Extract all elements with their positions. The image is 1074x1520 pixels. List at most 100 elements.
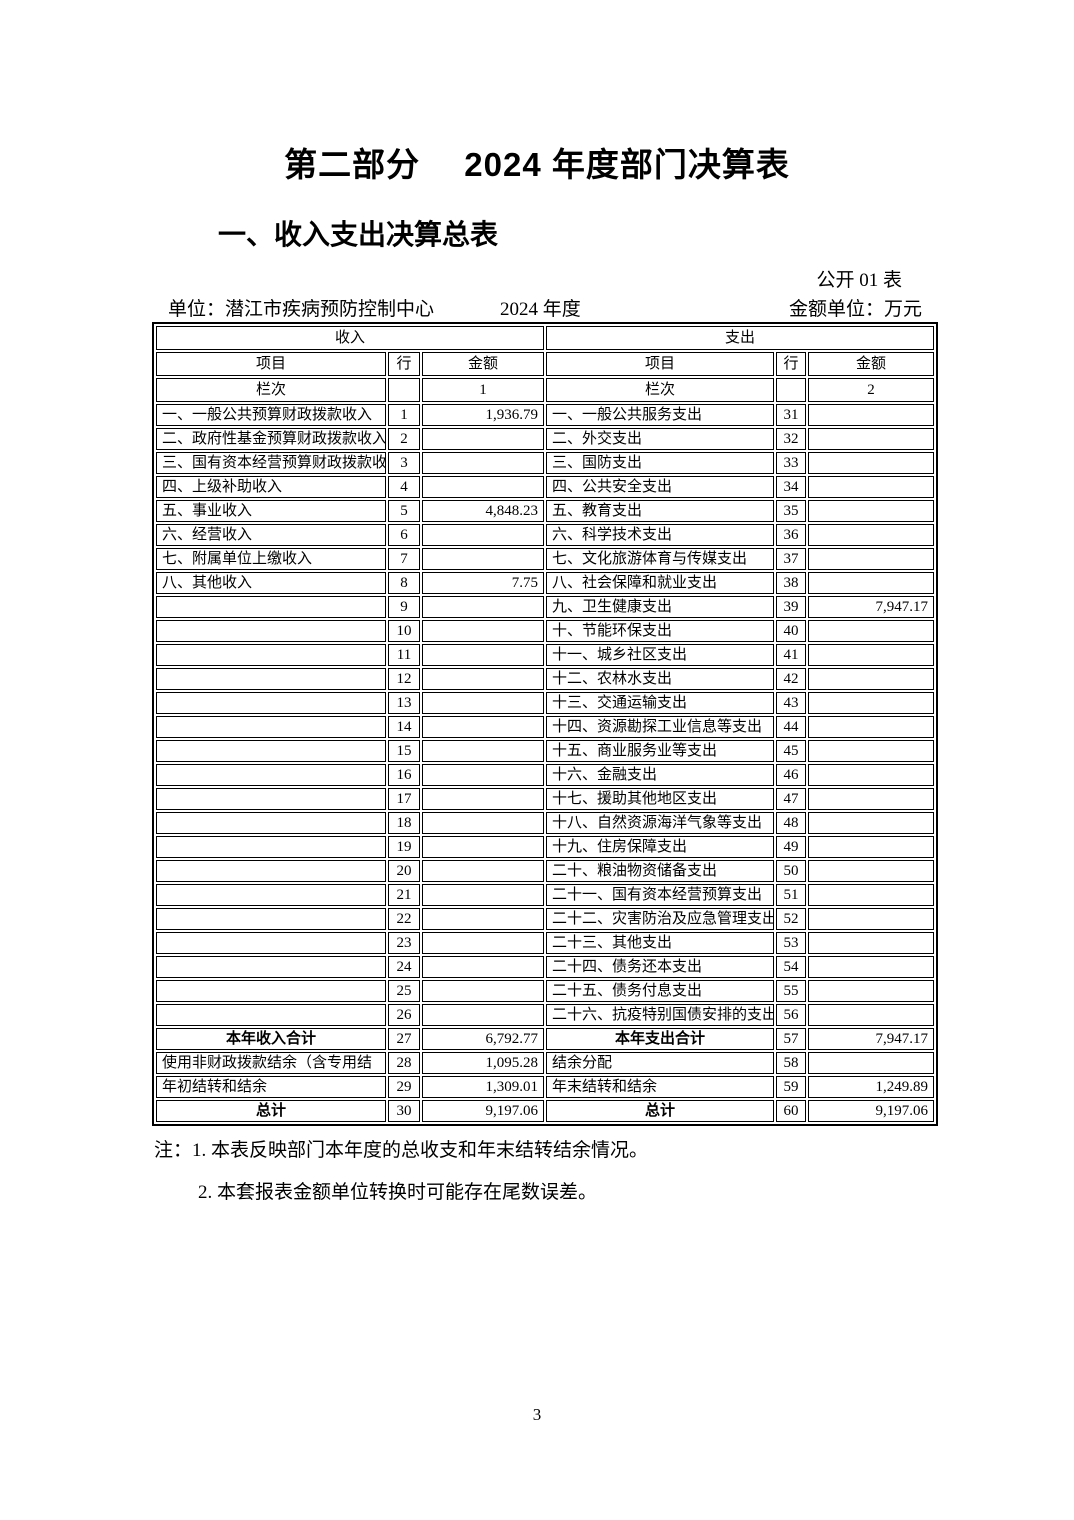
income-item-cell xyxy=(156,836,386,858)
income-line-cell: 4 xyxy=(388,476,420,498)
income-item-cell: 本年收入合计 xyxy=(156,1028,386,1050)
expense-line-cell: 52 xyxy=(776,908,806,930)
income-amount-cell xyxy=(422,860,544,882)
income-item-cell: 五、事业收入 xyxy=(156,500,386,522)
income-line-cell: 11 xyxy=(388,644,420,666)
expense-amount-cell xyxy=(808,692,934,714)
income-line-cell: 28 xyxy=(388,1052,420,1074)
table-row: 16 十六、金融支出 46 xyxy=(156,764,934,786)
income-lanci-label: 栏次 xyxy=(156,378,386,402)
income-item-cell xyxy=(156,956,386,978)
expense-line-cell: 40 xyxy=(776,620,806,642)
income-amount-cell: 7.75 xyxy=(422,572,544,594)
expense-line-cell: 59 xyxy=(776,1076,806,1098)
table-row: 15 十五、商业服务业等支出 45 xyxy=(156,740,934,762)
table-row: 总计 30 9,197.06 总计 60 9,197.06 xyxy=(156,1100,934,1122)
expense-amount-cell xyxy=(808,908,934,930)
expense-lanci-label: 栏次 xyxy=(546,378,774,402)
income-amount-cell xyxy=(422,764,544,786)
table-row: 一、一般公共预算财政拨款收入 1 1,936.79 一、一般公共服务支出 31 xyxy=(156,404,934,426)
income-line-cell: 23 xyxy=(388,932,420,954)
income-amount-cell: 1,309.01 xyxy=(422,1076,544,1098)
income-amount-cell xyxy=(422,932,544,954)
income-amount-cell: 4,848.23 xyxy=(422,500,544,522)
income-column-number: 1 xyxy=(422,378,544,402)
income-amount-cell xyxy=(422,524,544,546)
expense-line-cell: 60 xyxy=(776,1100,806,1122)
income-expense-table: 收入 支出 项目 行 金额 项目 行 金额 栏次 1 栏次 2 xyxy=(152,322,938,1126)
income-item-cell: 六、经营收入 xyxy=(156,524,386,546)
expense-line-cell: 45 xyxy=(776,740,806,762)
table-row: 25 二十五、债务付息支出 55 xyxy=(156,980,934,1002)
income-amount-cell xyxy=(422,668,544,690)
expense-line-cell: 51 xyxy=(776,884,806,906)
expense-item-cell: 十、节能环保支出 xyxy=(546,620,774,642)
income-item-cell xyxy=(156,644,386,666)
income-line-header: 行 xyxy=(388,352,420,376)
table-row: 七、附属单位上缴收入 7 七、文化旅游体育与传媒支出 37 xyxy=(156,548,934,570)
income-item-cell: 八、其他收入 xyxy=(156,572,386,594)
income-line-cell: 2 xyxy=(388,428,420,450)
expense-item-cell: 年末结转和结余 xyxy=(546,1076,774,1098)
expense-amount-cell xyxy=(808,668,934,690)
expense-amount-cell xyxy=(808,956,934,978)
income-item-header: 项目 xyxy=(156,352,386,376)
expense-amount-cell xyxy=(808,644,934,666)
expense-line-header: 行 xyxy=(776,352,806,376)
income-line-cell: 10 xyxy=(388,620,420,642)
income-amount-cell xyxy=(422,740,544,762)
expense-item-cell: 十一、城乡社区支出 xyxy=(546,644,774,666)
expense-item-cell: 本年支出合计 xyxy=(546,1028,774,1050)
expense-line-cell: 50 xyxy=(776,860,806,882)
expense-amount-cell: 7,947.17 xyxy=(808,1028,934,1050)
expense-item-cell: 一、一般公共服务支出 xyxy=(546,404,774,426)
table-notes: 注：1. 本表反映部门本年度的总收支和年末结转结余情况。 2. 本套报表金额单位… xyxy=(152,1135,922,1204)
expense-amount-cell xyxy=(808,716,934,738)
expense-item-header: 项目 xyxy=(546,352,774,376)
expense-item-cell: 七、文化旅游体育与传媒支出 xyxy=(546,548,774,570)
page-title: 第二部分 2024 年度部门决算表 xyxy=(284,146,790,183)
table-row: 四、上级补助收入 4 四、公共安全支出 34 xyxy=(156,476,934,498)
fiscal-period: 2024 年度 xyxy=(500,299,581,320)
income-line-cell: 25 xyxy=(388,980,420,1002)
expense-section-header: 支出 xyxy=(546,326,934,350)
expense-amount-cell xyxy=(808,884,934,906)
expense-item-cell: 二十、粮油物资储备支出 xyxy=(546,860,774,882)
table-row: 26 二十六、抗疫特别国债安排的支出 56 xyxy=(156,1004,934,1026)
table-row: 24 二十四、债务还本支出 54 xyxy=(156,956,934,978)
income-amount-cell xyxy=(422,812,544,834)
table-row: 20 二十、粮油物资储备支出 50 xyxy=(156,860,934,882)
expense-amount-cell xyxy=(808,860,934,882)
income-amount-cell xyxy=(422,620,544,642)
expense-item-cell: 十三、交通运输支出 xyxy=(546,692,774,714)
income-amount-cell: 1,936.79 xyxy=(422,404,544,426)
expense-item-cell: 二十一、国有资本经营预算支出 xyxy=(546,884,774,906)
income-line-cell: 12 xyxy=(388,668,420,690)
income-item-cell xyxy=(156,932,386,954)
income-item-cell xyxy=(156,692,386,714)
expense-line-cell: 53 xyxy=(776,932,806,954)
table-column-header-row: 项目 行 金额 项目 行 金额 xyxy=(156,352,934,376)
table-row: 17 十七、援助其他地区支出 47 xyxy=(156,788,934,810)
income-line-cell: 16 xyxy=(388,764,420,786)
table-meta-row: 单位：潜江市疾病预防控制中心 2024 年度 金额单位：万元 xyxy=(152,294,922,322)
income-amount-cell xyxy=(422,548,544,570)
expense-line-cell: 57 xyxy=(776,1028,806,1050)
expense-amount-cell xyxy=(808,1052,934,1074)
income-item-cell xyxy=(156,980,386,1002)
income-line-cell: 1 xyxy=(388,404,420,426)
expense-line-cell: 31 xyxy=(776,404,806,426)
income-amount-cell xyxy=(422,476,544,498)
income-line-cell: 24 xyxy=(388,956,420,978)
income-line-cell: 27 xyxy=(388,1028,420,1050)
income-line-cell: 15 xyxy=(388,740,420,762)
expense-amount-cell: 7,947.17 xyxy=(808,596,934,618)
expense-amount-header: 金额 xyxy=(808,352,934,376)
income-item-cell xyxy=(156,764,386,786)
expense-item-cell: 十二、农林水支出 xyxy=(546,668,774,690)
income-amount-cell xyxy=(422,1004,544,1026)
table-row: 18 十八、自然资源海洋气象等支出 48 xyxy=(156,812,934,834)
expense-item-cell: 二十二、灾害防治及应急管理支出 xyxy=(546,908,774,930)
expense-line-cell: 54 xyxy=(776,956,806,978)
expense-item-cell: 六、科学技术支出 xyxy=(546,524,774,546)
